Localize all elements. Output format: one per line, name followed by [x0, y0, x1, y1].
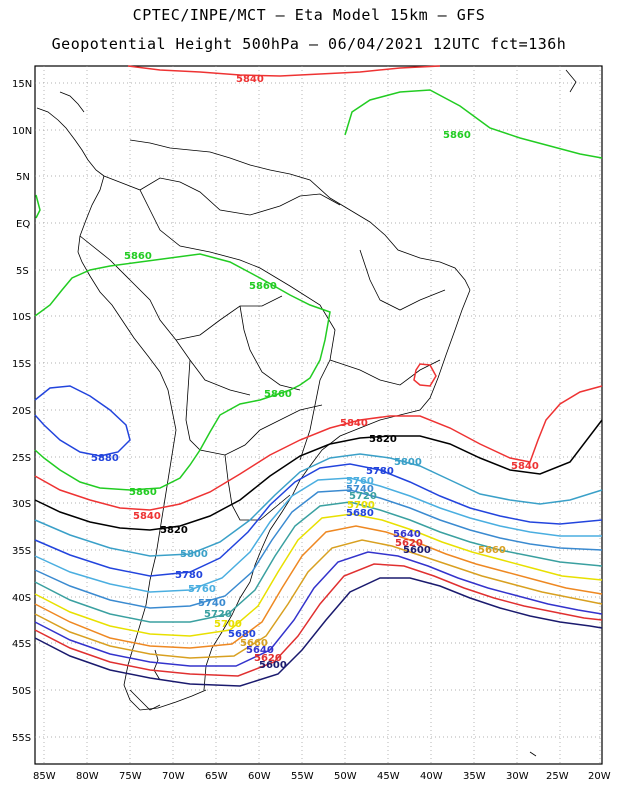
- contour-5760: [34, 477, 602, 593]
- lat-tick-label: 55S: [12, 733, 31, 744]
- contour-label: 5780: [366, 466, 394, 477]
- contour-label: 5620: [254, 653, 282, 664]
- contour-label: 5600: [403, 545, 431, 556]
- contour-label: 5660: [478, 545, 506, 556]
- contour-label: 5660: [240, 638, 268, 649]
- contour-5840-loop: [413, 363, 437, 387]
- contour-5740: [34, 489, 603, 609]
- chart-subtitle: Geopotential Height 500hPa – 06/04/2021 …: [51, 35, 567, 53]
- lon-tick-label: 70W: [162, 771, 185, 782]
- contour-label: 5780: [175, 570, 203, 581]
- contour-label: 5860: [443, 130, 471, 141]
- lon-tick-label: 80W: [76, 771, 99, 782]
- lat-tick-label: 15N: [12, 79, 32, 90]
- contour-label: 5820: [160, 525, 188, 536]
- contour-5880: [34, 385, 131, 457]
- contour-5600: [34, 577, 603, 687]
- contour-5700: [34, 513, 603, 637]
- lon-tick-label: 50W: [334, 771, 357, 782]
- lon-tick-label: 55W: [291, 771, 314, 782]
- lat-tick-label: 45S: [12, 639, 31, 650]
- contour-label: 5800: [180, 549, 208, 560]
- lat-tick-label: 10N: [12, 126, 32, 137]
- contour-label: 5680: [346, 508, 374, 519]
- contour-5840-main: [34, 385, 603, 511]
- lon-tick-label: 20W: [588, 771, 611, 782]
- contour-5640: [34, 551, 603, 667]
- contour-5680: [34, 525, 603, 649]
- contour-label: 5860: [249, 281, 277, 292]
- height-contours: [34, 65, 603, 687]
- lon-tick-label: 30W: [506, 771, 529, 782]
- contour-label: 5720: [204, 609, 232, 620]
- contour-label: 5840: [340, 418, 368, 429]
- contour-label: 5600: [259, 660, 287, 671]
- lon-tick-label: 45W: [377, 771, 400, 782]
- contour-label: 5800: [394, 457, 422, 468]
- graticule: [35, 66, 602, 764]
- lat-tick-label: 15S: [12, 359, 31, 370]
- contour-label: 5840: [511, 461, 539, 472]
- lat-tick-label: 20S: [12, 406, 31, 417]
- lat-tick-label: EQ: [16, 219, 30, 230]
- contour-label: 5820: [369, 434, 397, 445]
- lat-tick-label: 5S: [16, 266, 29, 277]
- contour-5660: [34, 539, 603, 659]
- contour-5860-north: [344, 89, 603, 159]
- lat-tick-label: 5N: [16, 172, 30, 183]
- lon-tick-label: 65W: [205, 771, 228, 782]
- lon-tick-label: 75W: [119, 771, 142, 782]
- contour-label: 5860: [264, 389, 292, 400]
- lat-tick-label: 40S: [12, 593, 31, 604]
- contour-5620: [34, 563, 603, 677]
- coastlines: [36, 91, 471, 711]
- contour-label: 5700: [214, 619, 242, 630]
- contour-label: 5840: [236, 74, 264, 85]
- contour-5860-main: [34, 253, 331, 491]
- contour-label: 5860: [129, 487, 157, 498]
- contour-label: 5640: [246, 645, 274, 656]
- lat-tick-label: 50S: [12, 686, 31, 697]
- lat-tick-label: 10S: [12, 312, 31, 323]
- contour-5860-nw: [35, 194, 41, 219]
- contour-5840-north: [127, 65, 441, 77]
- contour-label: 5700: [347, 500, 375, 511]
- contour-label: 5760: [346, 476, 374, 487]
- contour-label: 5620: [395, 538, 423, 549]
- contour-label: 5640: [393, 529, 421, 540]
- contour-5800: [34, 453, 603, 557]
- plot-frame: [34, 65, 603, 765]
- contour-label: 5760: [188, 584, 216, 595]
- contour-label: 5740: [346, 484, 374, 495]
- latitude-labels: 15N 10N 5N EQ 5S 10S 15S 20S 25S 30S 35S…: [12, 79, 32, 744]
- lat-tick-label: 35S: [12, 546, 31, 557]
- lon-tick-label: 60W: [248, 771, 271, 782]
- contour-label: 5680: [228, 629, 256, 640]
- lon-tick-label: 40W: [420, 771, 443, 782]
- contour-5820: [34, 419, 603, 531]
- lon-tick-label: 25W: [546, 771, 569, 782]
- lon-tick-label: 35W: [463, 771, 486, 782]
- contour-label: 5840: [133, 511, 161, 522]
- contour-label: 5880: [91, 453, 119, 464]
- contour-labels: 5840 5860 5860 5860 5860 5860 5880 5840 …: [91, 74, 539, 671]
- chart-title: CPTEC/INPE/MCT – Eta Model 15km – GFS: [132, 6, 486, 24]
- contour-label: 5720: [349, 491, 377, 502]
- lat-tick-label: 25S: [12, 453, 31, 464]
- longitude-labels: 85W 80W 75W 70W 65W 60W 55W 50W 45W 40W …: [33, 771, 611, 782]
- contour-5720: [34, 501, 603, 623]
- lon-tick-label: 85W: [33, 771, 56, 782]
- contour-5780: [34, 463, 603, 577]
- contour-label: 5860: [124, 251, 152, 262]
- lat-tick-label: 30S: [12, 499, 31, 510]
- contour-label: 5740: [198, 598, 226, 609]
